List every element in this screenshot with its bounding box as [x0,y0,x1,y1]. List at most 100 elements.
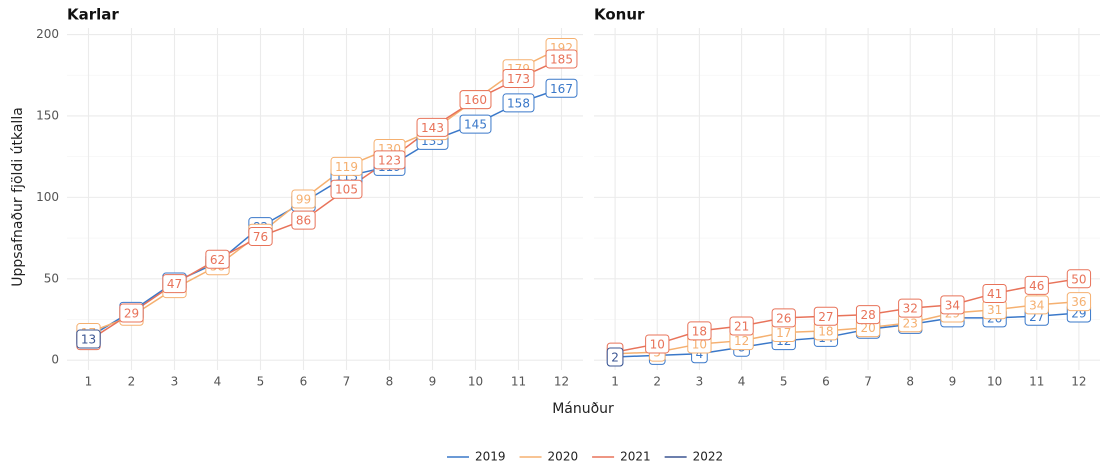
x-tick-label: 6 [822,375,830,389]
label-box [459,114,492,134]
data-label: 29 [119,303,144,323]
data-label: 86 [291,210,316,230]
data-label-text: 4 [696,347,704,361]
legend-label: 2022 [693,450,724,464]
data-label: 10 [687,334,712,354]
x-tick-label: 1 [85,375,93,389]
data-label: 46 [1024,275,1049,295]
data-label: 47 [162,274,187,294]
data-label-text: 31 [987,303,1002,317]
data-label: 26 [771,308,796,328]
label-box [502,93,535,113]
label-box [291,210,316,230]
data-label-text: 185 [550,52,573,66]
data-label-text: 145 [464,118,487,132]
label-box [119,303,144,323]
data-label-text: 21 [734,320,749,334]
data-label: 119 [330,156,363,176]
label-box [687,321,712,341]
data-label: 32 [898,298,923,318]
label-box [545,49,578,69]
data-label-text: 158 [507,96,530,110]
data-label: 105 [330,179,363,199]
y-tick-label: 100 [36,190,59,204]
data-label-text: 29 [124,307,139,321]
x-tick-label: 12 [1071,375,1086,389]
y-tick-label: 50 [44,271,59,285]
x-axis-label: Mánuður [552,401,614,417]
x-tick-label: 7 [864,375,872,389]
x-tick-label: 10 [987,375,1002,389]
data-label: 167 [545,78,578,98]
data-label: 2 [606,347,624,367]
x-tick-label: 6 [300,375,308,389]
x-tick-label: 9 [429,375,437,389]
label-box [291,189,316,209]
data-label-text: 62 [210,253,225,267]
label-box [248,226,273,246]
label-box [459,90,492,110]
data-label-text: 173 [507,72,530,86]
y-axis-label: Uppsafnaður fjöldi útkalla [10,107,26,287]
x-tick-label: 2 [653,375,661,389]
data-label: 27 [813,306,839,326]
data-label: 143 [416,117,449,137]
data-label-text: 27 [818,310,833,324]
label-box [729,316,754,336]
data-label: 76 [248,226,273,246]
data-label: 36 [1066,292,1092,312]
data-label: 34 [940,295,965,315]
data-label-text: 23 [903,316,918,330]
x-tick-label: 11 [1029,375,1044,389]
data-label: 34 [1024,295,1049,315]
data-label-text: 34 [945,298,960,312]
label-box [76,329,101,349]
data-label-text: 18 [692,324,707,338]
label-box [606,347,624,367]
data-label-text: 26 [776,311,791,325]
x-tick-label: 2 [128,375,136,389]
data-label: 31 [982,300,1007,320]
data-label-text: 28 [860,308,875,322]
data-label-text: 105 [335,183,358,197]
data-label-text: 34 [1029,298,1044,312]
label-box [373,150,406,170]
series-line [614,278,1080,353]
data-label-text: 123 [378,153,401,167]
x-tick-label: 9 [949,375,957,389]
data-label: 28 [855,305,881,325]
data-label: 18 [813,321,839,341]
x-tick-label: 3 [696,375,704,389]
data-label-text: 13 [81,333,96,347]
legend-label: 2021 [620,450,651,464]
data-label-text: 46 [1029,279,1044,293]
panel-title: Konur [594,6,645,24]
data-label-text: 17 [776,326,791,340]
data-label-text: 50 [1071,272,1086,286]
label-box [162,274,187,294]
label-box [330,179,363,199]
label-box [416,117,449,137]
x-tick-label: 12 [554,375,569,389]
data-label: 50 [1066,269,1092,289]
label-box [502,68,535,88]
data-label: 145 [459,114,492,134]
y-tick-label: 200 [36,27,59,41]
x-tick-label: 8 [386,375,394,389]
data-label: 12 [729,331,754,351]
data-label: 185 [545,49,578,69]
x-tick-label: 3 [171,375,179,389]
data-label-text: 41 [987,287,1002,301]
data-label-text: 143 [421,121,444,135]
data-label-text: 10 [650,337,665,351]
data-label-text: 76 [253,230,268,244]
x-tick-label: 5 [780,375,788,389]
label-box [645,334,670,354]
y-tick-label: 150 [36,108,59,122]
data-label-text: 12 [734,334,749,348]
data-label-text: 47 [167,277,182,291]
data-label: 160 [459,90,492,110]
x-tick-label: 10 [468,375,483,389]
label-box [813,306,839,326]
